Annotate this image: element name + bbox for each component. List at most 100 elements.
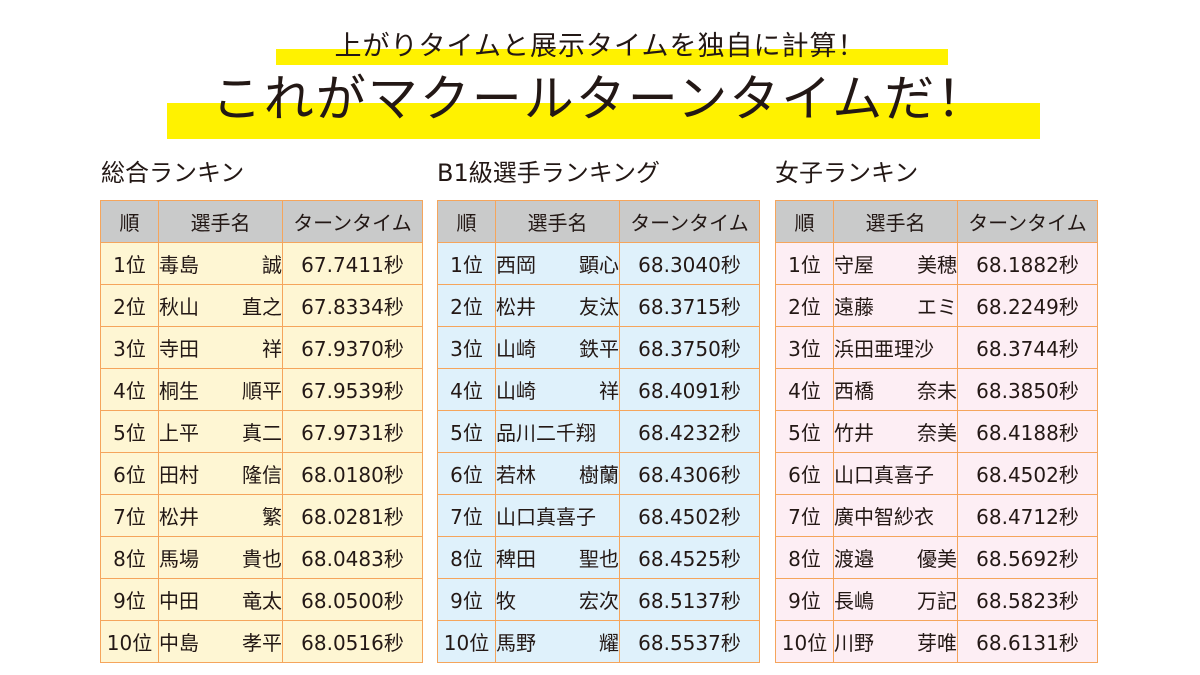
turn-time-cell: 67.9370秒	[282, 326, 423, 369]
rank-cell: 3位	[437, 326, 496, 369]
table-row: 4位 山崎 祥 68.4091秒	[437, 368, 760, 411]
racer-given-name: 樹蘭	[579, 463, 619, 487]
racer-family-name: 西岡	[496, 253, 536, 277]
racer-family-name: 守屋	[834, 253, 874, 277]
b1-ranking-table: 順 選手名 ターンタイム 1位 西岡 顕心 68.3040秒 2位 松井 友汰 68.3715…	[437, 200, 760, 663]
racer-name-cell: 山崎 祥	[495, 368, 620, 411]
table-header-row: 順 選手名 ターンタイム	[775, 200, 1098, 243]
header-rank: 順	[437, 200, 496, 243]
racer-family-name: 品川二千翔	[496, 421, 596, 445]
rank-cell: 5位	[775, 410, 834, 453]
turn-time-cell: 68.4091秒	[619, 368, 760, 411]
table-row: 7位 山口真喜子 68.4502秒	[437, 494, 760, 537]
turn-time-cell: 68.4525秒	[619, 536, 760, 579]
turn-time-cell: 68.6131秒	[957, 620, 1098, 663]
rank-cell: 1位	[100, 242, 159, 285]
female-ranking-title: 女子ランキン	[775, 159, 919, 187]
table-row: 1位 守屋 美穂 68.1882秒	[775, 242, 1098, 285]
rank-cell: 1位	[775, 242, 834, 285]
table-row: 2位 遠藤 エミ 68.2249秒	[775, 284, 1098, 327]
racer-family-name: 渡邉	[834, 547, 874, 571]
rank-cell: 4位	[775, 368, 834, 411]
title-highlight	[167, 103, 1040, 139]
rank-cell: 8位	[437, 536, 496, 579]
racer-family-name: 遠藤	[834, 295, 874, 319]
racer-name-cell: 川野 芽唯	[833, 620, 958, 663]
racer-name-cell: 馬場 貴也	[158, 536, 283, 579]
turn-time-cell: 68.5692秒	[957, 536, 1098, 579]
racer-family-name: 川野	[834, 631, 874, 655]
main-title: これがマクールターンタイムだ！	[211, 70, 989, 128]
racer-family-name: 牧	[496, 589, 516, 613]
racer-name-cell: 馬野 耀	[495, 620, 620, 663]
rank-cell: 2位	[775, 284, 834, 327]
racer-name-cell: 山口真喜子	[833, 452, 958, 495]
racer-name-cell: 守屋 美穂	[833, 242, 958, 285]
table-row: 9位牧 宏次 68.5137秒	[437, 578, 760, 621]
table-row: 3位 浜田亜理沙 68.3744秒	[775, 326, 1098, 369]
turn-time-cell: 68.1882秒	[957, 242, 1098, 285]
racer-family-name: 馬野	[496, 631, 536, 655]
rank-cell: 9位	[437, 578, 496, 621]
turn-time-cell: 67.9539秒	[282, 368, 423, 411]
table-row: 10位 川野 芽唯 68.6131秒	[775, 620, 1098, 663]
rank-cell: 4位	[437, 368, 496, 411]
racer-given-name: 祥	[262, 337, 282, 361]
table-row: 5位 竹井 奈美 68.4188秒	[775, 410, 1098, 453]
overall-ranking-title: 総合ランキン	[101, 159, 245, 187]
racer-family-name: 長嶋	[834, 589, 874, 613]
racer-name-cell: 秋山 直之	[158, 284, 283, 327]
racer-name-cell: 浜田亜理沙	[833, 326, 958, 369]
table-row: 7位 廣中智紗衣 68.4712秒	[775, 494, 1098, 537]
turn-time-cell: 67.7411秒	[282, 242, 423, 285]
turn-time-cell: 68.0500秒	[282, 578, 423, 621]
table-row: 4位 桐生 順平 67.9539秒	[100, 368, 423, 411]
racer-given-name: 奈美	[917, 421, 957, 445]
table-row: 6位 田村 隆信 68.0180秒	[100, 452, 423, 495]
racer-given-name: 直之	[242, 295, 282, 319]
rank-cell: 6位	[100, 452, 159, 495]
turn-time-cell: 68.4188秒	[957, 410, 1098, 453]
racer-name-cell: 寺田 祥	[158, 326, 283, 369]
turn-time-cell: 68.4502秒	[957, 452, 1098, 495]
racer-given-name: 顕心	[579, 253, 619, 277]
turn-time-cell: 68.4306秒	[619, 452, 760, 495]
female-ranking-body: 1位 守屋 美穂 68.1882秒 2位 遠藤 エミ 68.2249秒 3位 浜田亜理沙 68.37…	[775, 242, 1098, 663]
rank-cell: 6位	[775, 452, 834, 495]
turn-time-cell: 68.0180秒	[282, 452, 423, 495]
racer-name-cell: 中田 竜太	[158, 578, 283, 621]
turn-time-cell: 68.0281秒	[282, 494, 423, 537]
racer-given-name: 祥	[599, 379, 619, 403]
header-name: 選手名	[495, 200, 620, 243]
racer-name-cell: 山崎 鉄平	[495, 326, 620, 369]
racer-family-name: 松井	[159, 505, 199, 529]
rank-cell: 4位	[100, 368, 159, 411]
racer-given-name: 美穂	[917, 253, 957, 277]
table-row: 8位 渡邉 優美 68.5692秒	[775, 536, 1098, 579]
subtitle-highlight	[276, 49, 948, 65]
racer-given-name: 奈未	[917, 379, 957, 403]
racer-given-name: 芽唯	[917, 631, 957, 655]
rank-cell: 3位	[100, 326, 159, 369]
racer-family-name: 竹井	[834, 421, 874, 445]
racer-given-name: 誠	[262, 253, 282, 277]
rank-cell: 7位	[100, 494, 159, 537]
racer-family-name: 山口真喜子	[834, 463, 934, 487]
turn-time-cell: 68.5537秒	[619, 620, 760, 663]
racer-name-cell: 品川二千翔	[495, 410, 620, 453]
racer-name-cell: 中島 孝平	[158, 620, 283, 663]
racer-family-name: 山崎	[496, 379, 536, 403]
racer-given-name: 真二	[242, 421, 282, 445]
turn-time-cell: 68.4232秒	[619, 410, 760, 453]
table-row: 8位 稗田 聖也 68.4525秒	[437, 536, 760, 579]
rank-cell: 8位	[100, 536, 159, 579]
rank-cell: 5位	[437, 410, 496, 453]
racer-name-cell: 西橋 奈未	[833, 368, 958, 411]
overall-ranking-body: 1位 毒島 誠 67.7411秒 2位 秋山 直之 67.8334秒 3位 寺田 祥 67.9370秒…	[100, 242, 423, 663]
racer-name-cell: 遠藤 エミ	[833, 284, 958, 327]
racer-family-name: 田村	[159, 463, 199, 487]
racer-name-cell: 渡邉 優美	[833, 536, 958, 579]
rank-cell: 7位	[437, 494, 496, 537]
header-rank: 順	[775, 200, 834, 243]
racer-name-cell: 山口真喜子	[495, 494, 620, 537]
